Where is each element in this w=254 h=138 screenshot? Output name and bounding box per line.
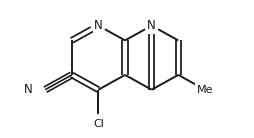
Text: N: N xyxy=(94,19,103,32)
Text: N: N xyxy=(24,83,33,96)
Text: Me: Me xyxy=(197,85,213,95)
Text: Cl: Cl xyxy=(93,119,104,129)
Text: N: N xyxy=(147,19,156,32)
